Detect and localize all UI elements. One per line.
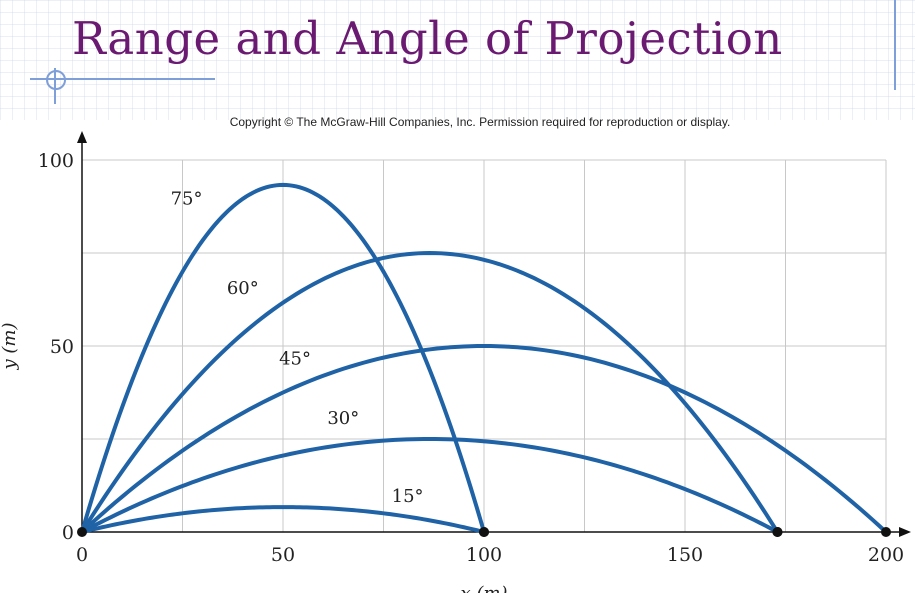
angle-label: 30° [327, 408, 359, 429]
landing-point [772, 527, 783, 537]
slide-title: Range and Angle of Projection [72, 12, 783, 65]
x-tick-label: 50 [271, 544, 295, 566]
title-accent-circle [46, 70, 66, 90]
x-axis-arrowhead [899, 527, 911, 537]
x-tick-label: 0 [76, 544, 88, 566]
angle-label: 15° [392, 486, 424, 507]
x-tick-label: 100 [466, 544, 502, 566]
chart-labels: x (m) y (m) 15° 30° 45° 60° 75° [0, 189, 508, 593]
landing-point [479, 527, 489, 537]
angle-label: 45° [279, 349, 311, 370]
y-axis-label: y (m) [0, 322, 20, 370]
angle-label: 60° [227, 278, 259, 299]
right-accent-line [894, 0, 896, 90]
trajectory-curve [80, 182, 486, 534]
copyright-notice: Copyright © The McGraw-Hill Companies, I… [229, 115, 731, 129]
trajectory-curve [80, 436, 780, 534]
launch-point [77, 527, 87, 537]
trajectory-curve [80, 505, 486, 534]
x-tick-label: 150 [667, 544, 703, 566]
title-accent-line [30, 78, 215, 80]
angle-label: 75° [171, 189, 203, 210]
y-axis-arrowhead [77, 131, 87, 143]
chart-axes: 0 50 100 150 200 0 50 100 [38, 131, 911, 566]
slide-background-grid [0, 0, 915, 120]
x-axis-label: x (m) [461, 583, 508, 593]
y-tick-label: 100 [38, 150, 74, 172]
trajectory-curve [80, 343, 888, 534]
trajectory-curves [77, 182, 891, 537]
x-tick-label: 200 [868, 544, 904, 566]
y-tick-label: 0 [62, 522, 74, 544]
landing-point [881, 527, 891, 537]
trajectory-curve [80, 250, 780, 534]
y-tick-label: 50 [50, 336, 74, 358]
